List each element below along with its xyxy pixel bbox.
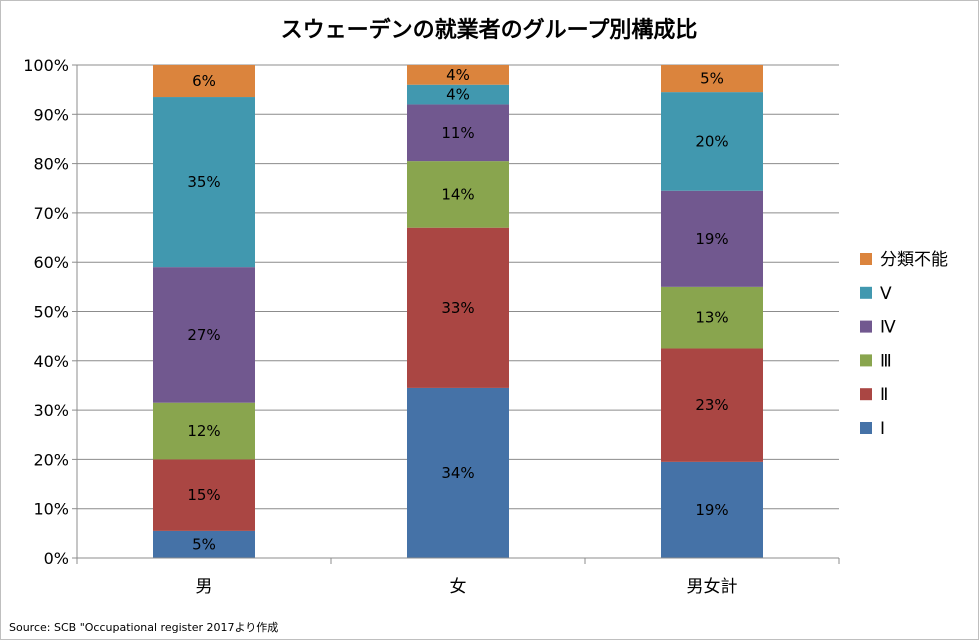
y-tick-label: 20%	[33, 450, 69, 469]
bar-segment	[153, 97, 255, 268]
bar-segment	[153, 65, 255, 98]
bar-segment	[661, 92, 763, 191]
legend-label: Ⅰ	[880, 419, 885, 439]
x-category-label: 女	[450, 577, 467, 597]
data-label: 11%	[441, 124, 474, 142]
data-label: 34%	[441, 464, 474, 482]
legend-swatch	[860, 286, 872, 299]
legend: 分類不能 Ⅴ Ⅳ Ⅲ Ⅱ Ⅰ	[860, 250, 948, 439]
bar-segment	[407, 65, 509, 85]
y-tick-label: 60%	[33, 253, 69, 272]
bar-segment	[407, 227, 509, 388]
data-label: 14%	[441, 185, 474, 203]
legend-label: 分類不能	[880, 250, 948, 270]
bar-segment	[661, 348, 763, 462]
legend-label: Ⅱ	[880, 385, 888, 405]
bar-segment	[407, 104, 509, 162]
x-category-label: 男	[196, 577, 213, 597]
bar-segment	[407, 387, 509, 558]
legend-swatch	[860, 388, 872, 401]
legend-label: Ⅳ	[880, 318, 896, 338]
y-tick-label: 80%	[33, 155, 69, 174]
x-category-label: 男女計	[687, 577, 738, 597]
legend-swatch	[860, 253, 872, 265]
data-label: 5%	[700, 70, 724, 88]
y-tick-label: 100%	[23, 56, 69, 75]
chart-title: スウェーデンの就業者のグループ別構成比	[281, 17, 698, 43]
data-label: 20%	[695, 132, 728, 150]
legend-swatch	[860, 354, 872, 367]
data-label: 23%	[695, 396, 728, 414]
y-tick-label: 10%	[33, 500, 69, 519]
data-label: 33%	[441, 299, 474, 317]
y-tick-label: 0%	[44, 549, 69, 568]
data-label: 12%	[187, 422, 220, 440]
bar-segment	[407, 84, 509, 105]
data-label: 19%	[695, 501, 728, 519]
y-axis-ticks: 0% 10% 20% 30% 40% 50% 60% 70% 80% 90% 100%	[23, 56, 77, 568]
y-tick-label: 50%	[33, 303, 69, 322]
legend-label: Ⅲ	[880, 351, 892, 371]
x-axis: 男 女 男女計	[76, 65, 840, 597]
data-label: 19%	[695, 230, 728, 248]
bar-segment	[661, 286, 763, 349]
bar-segment	[407, 161, 509, 228]
bar-segment	[661, 65, 763, 93]
legend-label: Ⅴ	[880, 284, 892, 304]
y-tick-label: 40%	[33, 352, 69, 371]
data-label: 4%	[446, 66, 470, 84]
y-tick-label: 90%	[33, 105, 69, 124]
bar-segment	[661, 190, 763, 287]
bar-segment	[153, 530, 255, 558]
data-label: 15%	[187, 486, 220, 504]
legend-swatch	[860, 320, 872, 333]
data-label: 6%	[192, 72, 216, 90]
bar-segment	[153, 459, 255, 531]
source-note: Source: SCB "Occupational register 2017よ…	[9, 621, 278, 634]
data-label: 13%	[695, 309, 728, 327]
data-label: 5%	[192, 535, 216, 553]
bar-segment	[153, 402, 255, 460]
data-label: 4%	[446, 86, 470, 104]
y-tick-label: 30%	[33, 401, 69, 420]
data-label: 27%	[187, 326, 220, 344]
data-label: 35%	[187, 173, 220, 191]
bar-segment	[153, 267, 255, 403]
y-tick-label: 70%	[33, 204, 69, 223]
legend-swatch	[860, 422, 872, 434]
bar-segment	[661, 461, 763, 558]
bars: 5% 15% 12% 27% 35% 6% 34% 33% 14% 11% 4% 4% 19% 23% 13…	[153, 65, 763, 558]
